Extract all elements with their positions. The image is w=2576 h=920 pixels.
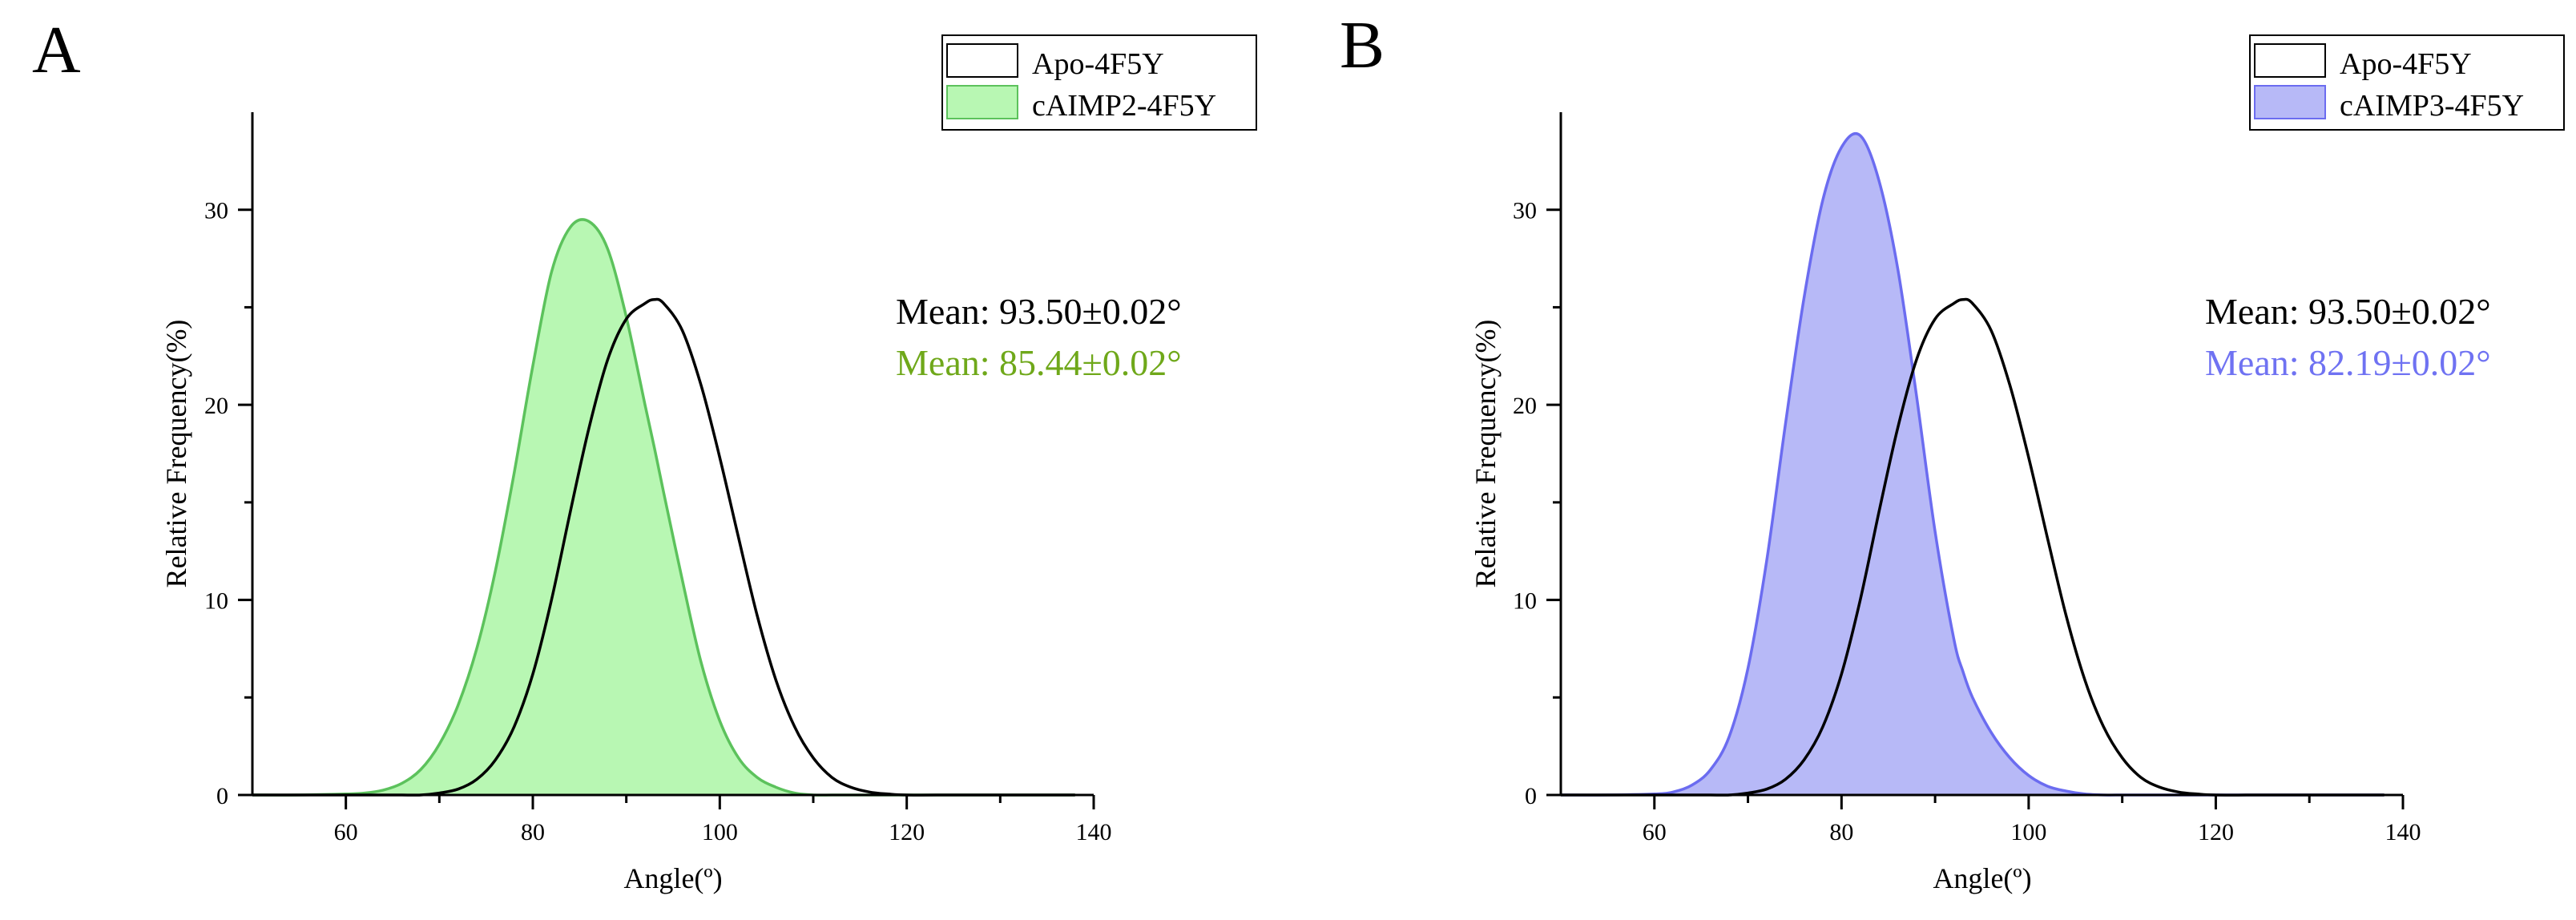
x-tick-label: 140 — [2385, 819, 2421, 845]
axis-ticks: 60 80 100 120 140 0 10 20 30 — [1513, 198, 2421, 845]
legend-swatch-line — [946, 43, 1018, 78]
annotation-mean-complex: Mean: 85.44±0.02° — [896, 342, 1182, 383]
y-tick-label: 10 — [1513, 588, 1537, 615]
annotation-mean-reference: Mean: 93.50±0.02° — [896, 291, 1182, 332]
annotation-mean-reference: Mean: 93.50±0.02° — [2205, 291, 2491, 332]
legend-label: Apo-4F5Y — [2340, 47, 2472, 81]
plot-area — [1560, 131, 2385, 797]
series-area-caimp2-4f5y — [252, 219, 1075, 796]
series-area-caimp3-4f5y — [1561, 133, 2385, 796]
legend-swatch-fill — [946, 85, 1018, 119]
panel-label: B — [1340, 8, 1385, 83]
axis-ticks: 60 80 100 120 140 0 10 20 30 — [204, 198, 1112, 845]
y-tick-label: 0 — [1525, 783, 1537, 809]
legend-swatch-line — [2254, 43, 2326, 78]
y-tick-label: 20 — [1513, 393, 1537, 419]
minor-ticks — [244, 305, 1002, 803]
x-axis-title: Angle(º) — [1933, 862, 2031, 894]
x-tick-label: 80 — [521, 819, 545, 845]
x-tick-label: 100 — [702, 819, 738, 845]
legend: Apo-4F5Y cAIMP3-4F5Y — [2249, 34, 2565, 131]
x-tick-label: 120 — [889, 819, 925, 845]
x-tick-label: 100 — [2010, 819, 2046, 845]
panel-b: B 60 80 100 120 140 0 10 20 30 Angle(º) Relative… — [1340, 8, 2565, 894]
y-axis-title: Relative Frequency(%) — [1469, 320, 1502, 588]
series-outline-caimp3-4f5y — [1560, 131, 2385, 797]
legend-label: Apo-4F5Y — [1032, 47, 1164, 81]
legend-label: cAIMP3-4F5Y — [2340, 89, 2524, 123]
x-tick-label: 60 — [334, 819, 358, 845]
x-tick-label: 140 — [1076, 819, 1112, 845]
legend-label: cAIMP2-4F5Y — [1032, 89, 1216, 123]
x-axis-title: Angle(º) — [623, 862, 722, 894]
x-tick-label: 80 — [1829, 819, 1853, 845]
minor-ticks — [1553, 305, 2311, 803]
panel-a: A 60 80 100 120 140 0 10 20 30 Angle(º) Relative… — [32, 13, 1257, 894]
annotation-mean-complex: Mean: 82.19±0.02° — [2205, 342, 2491, 383]
y-tick-label: 30 — [204, 198, 228, 224]
panel-label: A — [32, 13, 81, 87]
x-tick-label: 120 — [2198, 819, 2234, 845]
legend-swatch-fill — [2254, 85, 2326, 119]
x-tick-label: 60 — [1643, 819, 1667, 845]
y-tick-label: 0 — [216, 783, 228, 809]
y-tick-label: 30 — [1513, 198, 1537, 224]
y-tick-label: 10 — [204, 588, 228, 615]
y-tick-label: 20 — [204, 393, 228, 419]
y-axis-title: Relative Frequency(%) — [160, 320, 192, 588]
legend: Apo-4F5Y cAIMP2-4F5Y — [941, 34, 1257, 131]
